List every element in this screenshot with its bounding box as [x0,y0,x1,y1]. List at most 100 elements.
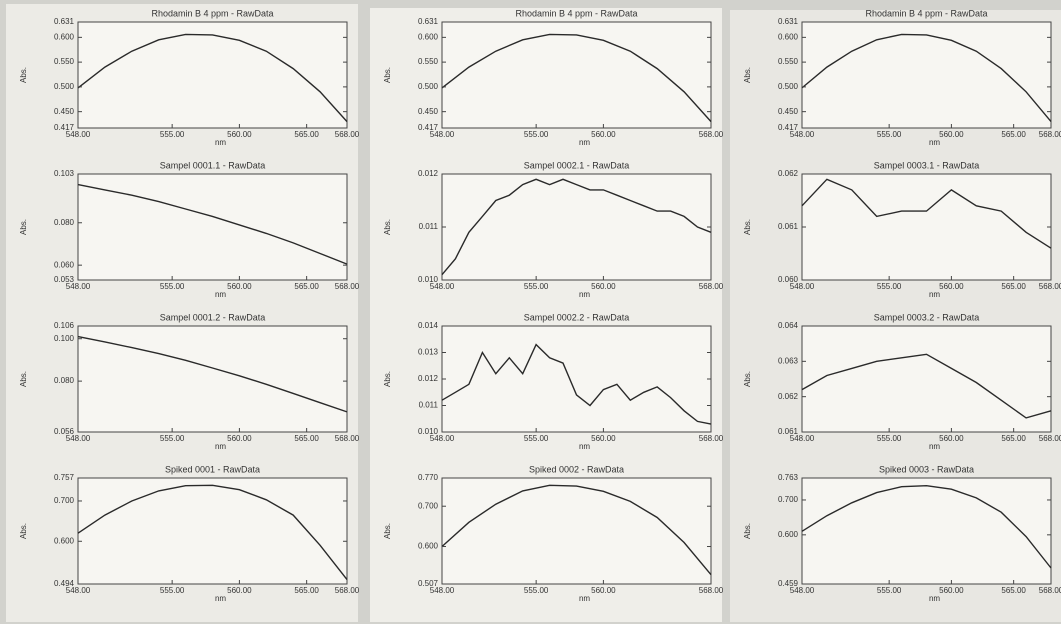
y-tick-label: 0.600 [54,536,75,545]
y-tick-label: 0.757 [54,473,75,482]
chart-title: Sampel 0003.2 - RawData [874,312,980,322]
x-tick-label: 568.00 [699,434,724,443]
chart-title: Spiked 0002 - RawData [529,464,624,474]
y-tick-label: 0.631 [54,17,75,26]
y-axis-label: Abs. [383,371,392,387]
y-tick-label: 0.103 [54,169,75,178]
y-axis-label: Abs. [383,67,392,83]
x-tick-label: 555.00 [524,586,549,595]
y-tick-label: 0.550 [778,57,799,66]
y-tick-label: 0.500 [54,82,75,91]
y-tick-label: 0.013 [418,348,439,357]
x-tick-label: 548.00 [66,130,91,139]
y-tick-label: 0.063 [778,356,799,365]
y-tick-label: 0.600 [54,32,75,41]
x-tick-label: 555.00 [160,282,185,291]
x-tick-label: 568.00 [1039,434,1061,443]
y-tick-label: 0.011 [419,401,439,410]
x-tick-label: 568.00 [699,282,724,291]
x-tick-label: 548.00 [430,282,455,291]
y-tick-label: 0.100 [54,334,75,343]
x-axis-label: nm [215,138,226,147]
x-tick-label: 555.00 [160,434,185,443]
y-axis-label: Abs. [383,523,392,539]
y-axis-label: Abs. [19,371,28,387]
x-tick-label: 565.00 [1001,282,1026,291]
plot-frame [802,326,1051,432]
y-tick-label: 0.700 [418,501,439,510]
x-tick-label: 548.00 [66,282,91,291]
y-tick-label: 0.106 [54,321,75,330]
y-tick-label: 0.014 [418,321,439,330]
y-tick-label: 0.500 [418,82,439,91]
x-tick-label: 565.00 [294,282,319,291]
y-tick-label: 0.450 [778,107,799,116]
y-tick-label: 0.012 [418,374,439,383]
x-axis-label: nm [579,442,590,451]
x-tick-label: 555.00 [160,130,185,139]
chart-title: Sampel 0001.2 - RawData [160,312,266,322]
x-tick-label: 560.00 [227,130,252,139]
y-tick-label: 0.700 [778,495,799,504]
y-axis-label: Abs. [743,219,752,235]
y-tick-label: 0.500 [778,82,799,91]
y-axis-label: Abs. [383,219,392,235]
x-axis-label: nm [929,290,940,299]
plot-frame [442,478,711,584]
y-tick-label: 0.012 [418,169,439,178]
x-tick-label: 548.00 [790,282,815,291]
chart-title: Rhodamin B 4 ppm - RawData [515,8,637,18]
x-tick-label: 560.00 [939,434,964,443]
x-tick-label: 565.00 [1001,434,1026,443]
plot-frame [802,478,1051,584]
plot-frame [802,174,1051,280]
x-tick-label: 560.00 [939,586,964,595]
y-tick-label: 0.550 [54,57,75,66]
y-tick-label: 0.080 [54,218,75,227]
chart-title: Sampel 0002.2 - RawData [524,312,630,322]
x-tick-label: 568.00 [1039,586,1061,595]
x-tick-label: 548.00 [790,586,815,595]
y-axis-label: Abs. [743,67,752,83]
y-tick-label: 0.631 [778,17,799,26]
x-axis-label: nm [215,442,226,451]
x-tick-label: 568.00 [335,130,360,139]
x-tick-label: 560.00 [227,282,252,291]
y-tick-label: 0.060 [54,260,75,269]
chart-title: Spiked 0001 - RawData [165,464,260,474]
plot-frame [78,326,347,432]
x-tick-label: 565.00 [1001,130,1026,139]
plot-frame [442,174,711,280]
page: Rhodamin B 4 ppm - RawData0.4170.4500.50… [0,0,1061,624]
plot-frame [442,326,711,432]
x-tick-label: 568.00 [335,434,360,443]
plot-frame [442,22,711,128]
y-tick-label: 0.062 [778,392,799,401]
y-tick-label: 0.700 [54,496,75,505]
y-tick-label: 0.061 [778,222,799,231]
x-tick-label: 568.00 [1039,282,1061,291]
x-tick-label: 560.00 [591,586,616,595]
plot-frame [802,22,1051,128]
x-tick-label: 565.00 [294,586,319,595]
x-axis-label: nm [579,594,590,603]
x-tick-label: 568.00 [335,586,360,595]
x-tick-label: 568.00 [699,130,724,139]
chart-title: Rhodamin B 4 ppm - RawData [151,8,273,18]
x-tick-label: 555.00 [877,586,902,595]
x-tick-label: 565.00 [1001,586,1026,595]
x-axis-label: nm [929,594,940,603]
x-tick-label: 560.00 [939,130,964,139]
chart-title: Spiked 0003 - RawData [879,464,974,474]
y-axis-label: Abs. [19,219,28,235]
x-tick-label: 568.00 [699,586,724,595]
x-axis-label: nm [579,138,590,147]
x-tick-label: 548.00 [66,586,91,595]
x-tick-label: 568.00 [1039,130,1061,139]
y-tick-label: 0.600 [778,32,799,41]
y-axis-label: Abs. [743,371,752,387]
x-tick-label: 568.00 [335,282,360,291]
y-tick-label: 0.064 [778,321,799,330]
x-axis-label: nm [929,138,940,147]
y-tick-label: 0.550 [418,57,439,66]
